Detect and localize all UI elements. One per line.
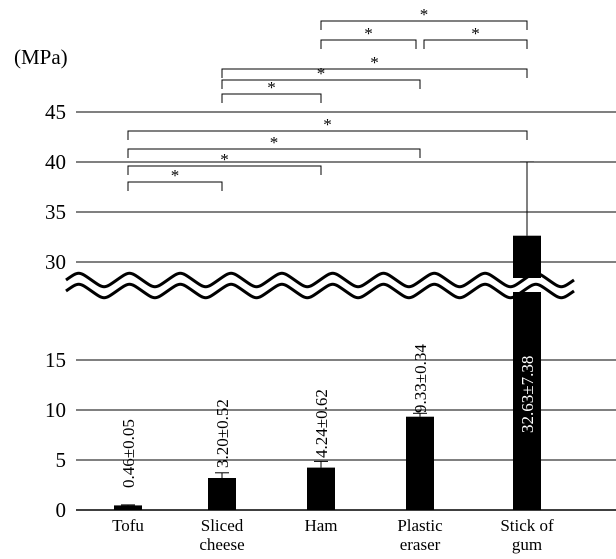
bar-1 — [208, 478, 236, 510]
significance-bracket-0-4 — [127, 130, 528, 140]
category-label-1: Sliced cheese — [199, 516, 244, 554]
data-label-2: 4.24±0.62 — [312, 389, 331, 458]
significance-star-0-4: * — [323, 115, 332, 134]
data-label-4: 32.63±7.38 — [518, 356, 537, 433]
significance-star-3-4: * — [471, 24, 480, 43]
significance-star-2-3: * — [364, 24, 373, 43]
significance-brackets: * * * * * * * * * * — [127, 5, 528, 191]
significance-star-2-4: * — [420, 5, 429, 24]
significance-star-1-3: * — [317, 64, 326, 83]
bar-0 — [114, 505, 142, 510]
bar-3 — [406, 416, 434, 510]
axis-break — [60, 271, 616, 300]
significance-bracket-2-3 — [320, 39, 417, 49]
category-label-4: Stick of gum — [500, 516, 554, 554]
data-label-1: 3.20±0.52 — [213, 399, 232, 468]
significance-bracket-2-4 — [320, 20, 528, 30]
significance-bracket-1-2 — [221, 93, 322, 103]
significance-bracket-1-4 — [221, 68, 528, 78]
significance-bracket-0-1 — [127, 181, 223, 191]
data-label-3: 9.33±0.34 — [411, 344, 430, 413]
significance-bracket-0-3 — [127, 148, 421, 158]
error-bars — [121, 161, 534, 506]
y-tick-label-10: 10 — [45, 398, 66, 422]
y-tick-label-0: 0 — [56, 498, 67, 522]
tick-labels: 0 5 10 15 30 35 40 45 — [45, 100, 66, 522]
data-label-0: 0.46±0.05 — [119, 419, 138, 488]
significance-star-0-2: * — [220, 150, 229, 169]
category-label-2: Ham — [304, 516, 337, 535]
axis-break-line-lower — [65, 282, 575, 300]
significance-star-0-1: * — [171, 166, 180, 185]
y-tick-label-40: 40 — [45, 150, 66, 174]
y-tick-label-35: 35 — [45, 200, 66, 224]
bar-2 — [307, 467, 335, 510]
category-labels: Tofu Sliced cheese Ham Plastic eraser Stick of… — [112, 516, 554, 554]
y-tick-label-45: 45 — [45, 100, 66, 124]
significance-bracket-3-4 — [423, 39, 528, 49]
significance-bracket-1-3 — [221, 79, 421, 89]
significance-star-1-4: * — [370, 53, 379, 72]
significance-bracket-0-2 — [127, 165, 322, 175]
y-axis-unit-label: (MPa) — [14, 45, 68, 69]
significance-star-1-2: * — [267, 78, 276, 97]
axis-break-line-upper — [65, 271, 575, 289]
y-tick-label-30: 30 — [45, 250, 66, 274]
category-label-3: Plastic eraser — [397, 516, 443, 554]
significance-star-0-3: * — [270, 133, 279, 152]
category-label-0: Tofu — [112, 516, 144, 535]
y-tick-label-5: 5 — [56, 448, 67, 472]
y-tick-label-15: 15 — [45, 348, 66, 372]
data-labels: 0.46±0.05 3.20±0.52 4.24±0.62 9.33±0.34 32.6… — [119, 344, 537, 488]
